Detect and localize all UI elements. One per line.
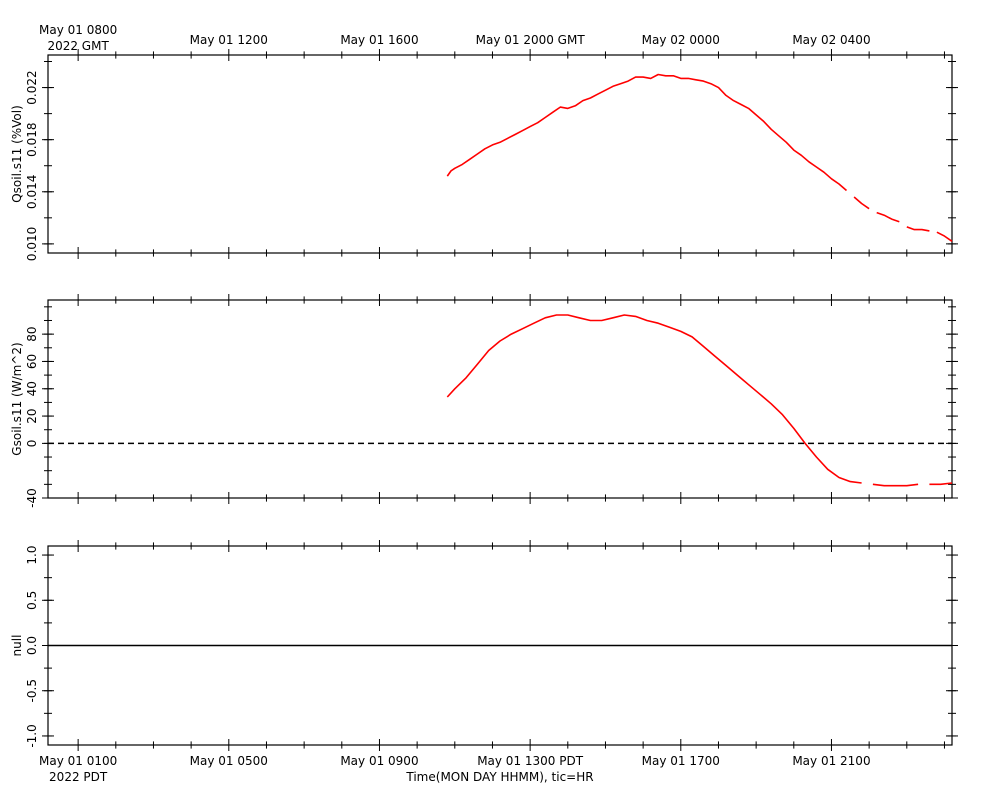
series-line <box>446 73 953 242</box>
bottom-time-label: May 01 1300 PDT <box>477 754 584 768</box>
bottom-time-label: May 01 2100 <box>792 754 870 768</box>
panel-frame <box>47 54 953 254</box>
y-tick-label: 40 <box>25 381 39 396</box>
bottom-time-label: May 01 0100 <box>39 754 117 768</box>
bottom-time-label: May 01 0900 <box>340 754 418 768</box>
top-time-label: May 01 0800 <box>39 23 117 37</box>
y-tick-label: 20 <box>25 408 39 423</box>
top-time-label: May 01 1200 <box>190 33 268 47</box>
y-tick-label: 0.5 <box>25 591 39 610</box>
y-tick-label: 60 <box>25 354 39 369</box>
y-tick-label: -0.5 <box>25 679 39 702</box>
y-tick-label: 0.018 <box>25 122 39 156</box>
top-year-label: 2022 GMT <box>47 39 109 53</box>
y-tick-label: 0.022 <box>25 70 39 104</box>
bottom-year-label: 2022 PDT <box>49 770 108 784</box>
bottom-time-label: May 01 1700 <box>642 754 720 768</box>
y-tick-label: 0 <box>25 440 39 448</box>
panel-3: -1.0 -0.5 0.0 0.5 1.0 null <box>10 540 958 751</box>
top-time-label: May 01 2000 GMT <box>476 33 586 47</box>
y-axis-label: null <box>10 635 24 657</box>
y-axis-label: Qsoil.s11 (%Vol) <box>10 105 24 203</box>
y-tick-label: -1.0 <box>25 724 39 747</box>
panel-frame <box>47 299 953 499</box>
bottom-time-label: May 01 0500 <box>190 754 268 768</box>
y-tick-label: 0.0 <box>25 636 39 655</box>
y-tick-label: -40 <box>25 488 39 508</box>
y-tick-label: 0.010 <box>25 227 39 261</box>
series-line <box>446 314 953 487</box>
y-tick-label: 0.014 <box>25 175 39 209</box>
y-tick-label: 1.0 <box>25 545 39 564</box>
x-axis-label: Time(MON DAY HHMM), tic=HR <box>405 770 593 784</box>
top-time-label: May 02 0400 <box>792 33 870 47</box>
top-time-label: May 02 0000 <box>642 33 720 47</box>
y-axis-label: Gsoil.s11 (W/m^2) <box>10 342 24 455</box>
y-tick-label: 80 <box>25 326 39 341</box>
top-time-label: May 01 1600 <box>340 33 418 47</box>
